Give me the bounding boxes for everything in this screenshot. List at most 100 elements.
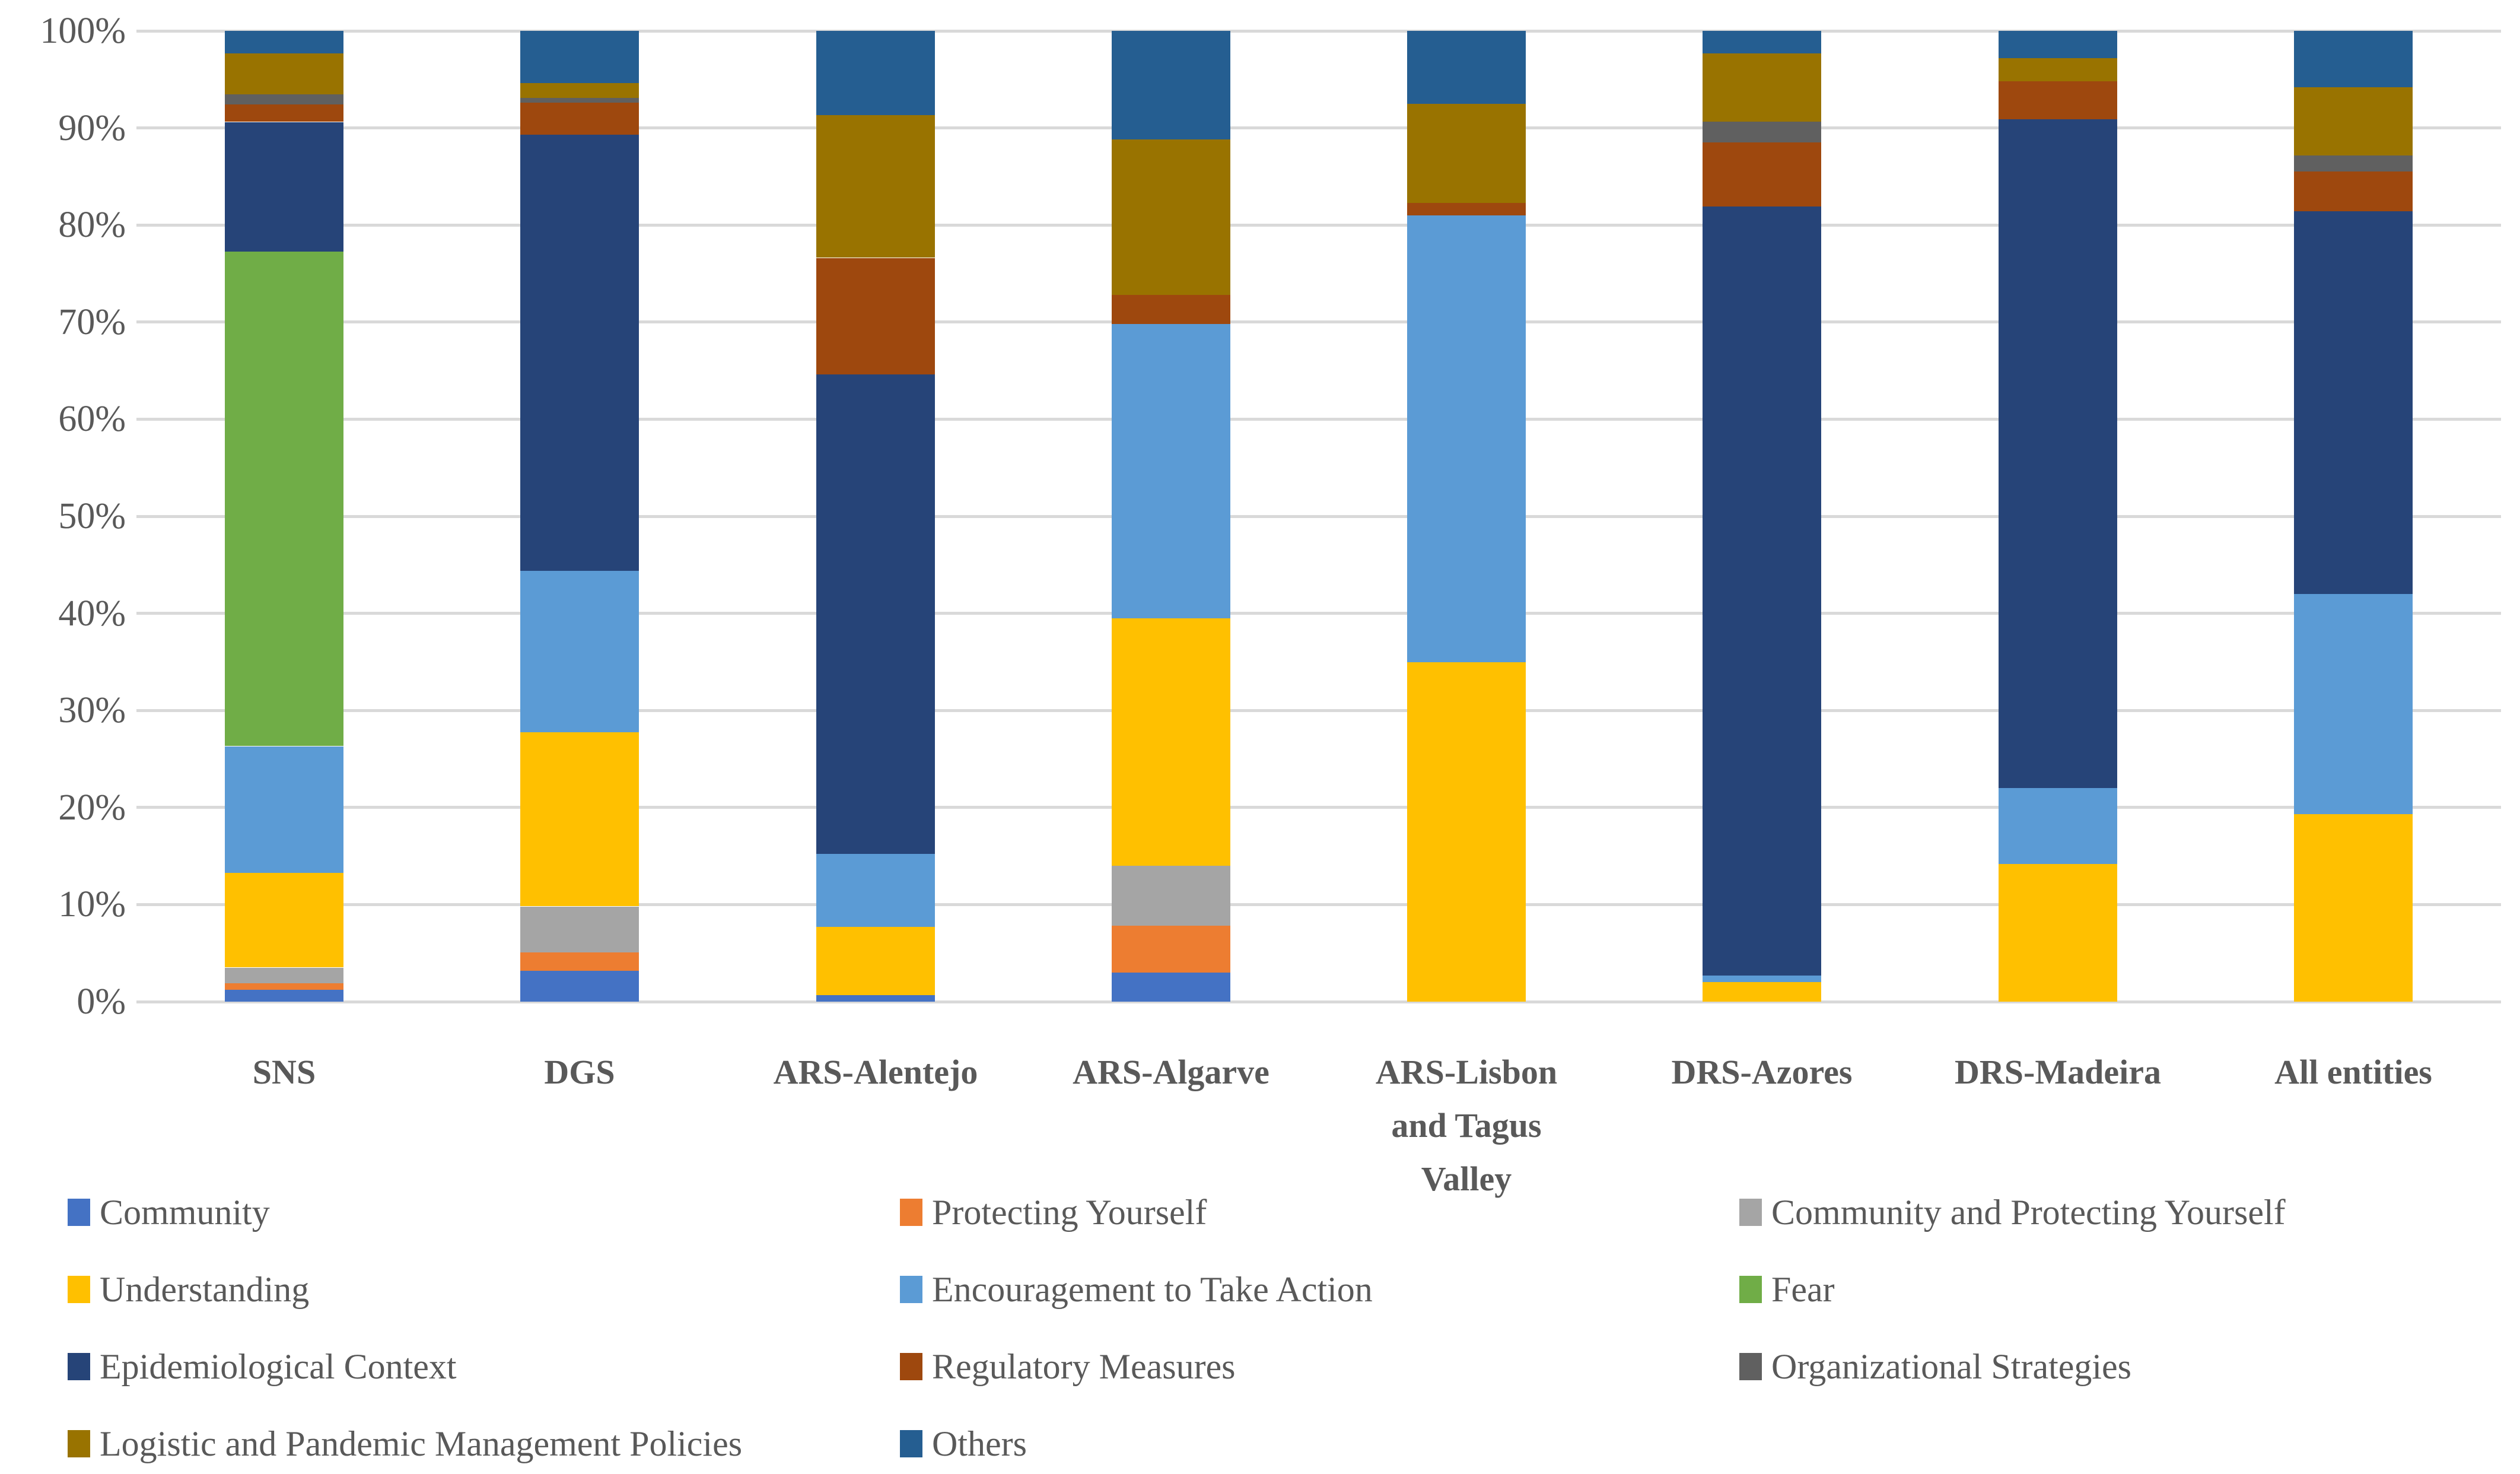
legend-swatch	[1739, 1199, 1762, 1226]
y-axis-tick-label: 80%	[58, 205, 126, 245]
gridline	[136, 320, 2501, 323]
legend-label: Community	[100, 1193, 270, 1232]
bar-segment	[1703, 53, 1821, 122]
x-axis-category-label: ARS-Algarve	[1073, 1053, 1269, 1091]
legend-label: Epidemiological Context	[100, 1347, 457, 1386]
bar-segment	[1407, 104, 1526, 203]
legend-item: Logistic and Pandemic Management Policie…	[68, 1424, 742, 1463]
bar-segment	[225, 983, 343, 990]
bar-segment	[816, 115, 935, 258]
bar-segment	[520, 83, 639, 98]
legend-item: Community	[68, 1193, 270, 1232]
bar-segment	[225, 251, 343, 746]
y-axis-tick-label: 40%	[58, 593, 126, 634]
bar-segment	[520, 103, 639, 135]
bar-segment	[520, 135, 639, 571]
bar-segment	[816, 258, 935, 374]
legend-item: Others	[900, 1424, 1027, 1463]
bar-segment	[520, 971, 639, 1002]
legend-item: Community and Protecting Yourself	[1739, 1193, 2286, 1232]
gridline	[136, 612, 2501, 615]
bar-segment	[225, 990, 343, 1002]
bar-segment	[2294, 171, 2413, 211]
bar-segment	[816, 927, 935, 995]
x-axis-category-label: DRS-Azores	[1671, 1053, 1853, 1091]
bar-segment	[1112, 926, 1230, 973]
bar-segment	[225, 53, 343, 94]
legend-swatch	[900, 1353, 922, 1380]
y-axis-tick-label: 50%	[58, 496, 126, 536]
legend-label: Logistic and Pandemic Management Policie…	[100, 1424, 743, 1463]
legend-swatch	[900, 1276, 922, 1303]
bar-segment	[1703, 121, 1821, 142]
bar-segment	[1999, 864, 2117, 1002]
bar-segment	[225, 968, 343, 983]
legend-swatch	[900, 1430, 922, 1457]
x-axis-category-label: ARS-Lisbon and Tagus Valley	[1375, 1053, 1558, 1198]
gridline	[136, 1000, 2501, 1003]
legend-label: Organizational Strategies	[1771, 1347, 2132, 1386]
bar-segment	[1703, 976, 1821, 982]
legend-item: Understanding	[68, 1270, 309, 1309]
gridline	[136, 515, 2501, 518]
gridline	[136, 903, 2501, 906]
gridline	[136, 126, 2501, 129]
bar-segment	[816, 31, 935, 115]
legend-swatch	[68, 1276, 90, 1303]
legend-label: Regulatory Measures	[932, 1347, 1236, 1386]
x-axis-category-label: ARS-Alentejo	[773, 1053, 978, 1091]
bar-segment	[1112, 295, 1230, 324]
bar-segment	[520, 571, 639, 732]
bar-segment	[1999, 788, 2117, 864]
bar-segment	[2294, 31, 2413, 87]
y-axis-tick-label: 90%	[58, 108, 126, 148]
bar-segment	[520, 31, 639, 83]
bar-segment	[225, 94, 343, 104]
bar-segment	[520, 952, 639, 971]
bar-segment	[1999, 119, 2117, 788]
gridline	[136, 224, 2501, 227]
gridline	[136, 806, 2501, 809]
legend-swatch	[900, 1199, 922, 1226]
legend-swatch	[68, 1199, 90, 1226]
legend-swatch	[1739, 1353, 1762, 1380]
legend-item: Fear	[1739, 1270, 1835, 1309]
y-axis-tick-label: 30%	[58, 690, 126, 730]
bar-segment	[1112, 324, 1230, 618]
bar-segment	[1407, 215, 1526, 662]
bar-segment	[1407, 31, 1526, 104]
bar-segment	[2294, 155, 2413, 171]
legend-label: Protecting Yourself	[932, 1193, 1207, 1232]
bar-segment	[520, 98, 639, 103]
gridline	[136, 418, 2501, 421]
bar-segment	[225, 104, 343, 122]
legend-item: Regulatory Measures	[900, 1347, 1236, 1386]
legend-label: Fear	[1771, 1270, 1835, 1309]
bar-segment	[2294, 87, 2413, 155]
bar-segment	[1999, 58, 2117, 81]
x-axis-category-label: All entities	[2274, 1053, 2432, 1091]
y-axis-tick-label: 20%	[58, 787, 126, 828]
bar-segment	[1407, 203, 1526, 215]
legend-item: Encouragement to Take Action	[900, 1270, 1373, 1309]
bar-segment	[1999, 31, 2117, 58]
bar-segment	[520, 732, 639, 906]
y-axis-tick-label: 70%	[58, 302, 126, 342]
legend-label: Community and Protecting Yourself	[1771, 1193, 2286, 1232]
bar-segment	[2294, 814, 2413, 1002]
x-axis-category-label: SNS	[252, 1053, 316, 1091]
bar-segment	[1407, 662, 1526, 1002]
gridline	[136, 30, 2501, 33]
bar-segment	[1112, 31, 1230, 139]
bar-segment	[1112, 866, 1230, 926]
y-axis-tick-label: 0%	[77, 981, 126, 1022]
bar-segment	[225, 746, 343, 873]
x-axis-category-label: DGS	[544, 1053, 615, 1091]
bar-segment	[816, 995, 935, 1002]
legend-swatch	[1739, 1276, 1762, 1303]
gridline	[136, 709, 2501, 712]
bar-segment	[1112, 973, 1230, 1002]
legend-swatch	[68, 1430, 90, 1457]
bar-segment	[1112, 618, 1230, 866]
